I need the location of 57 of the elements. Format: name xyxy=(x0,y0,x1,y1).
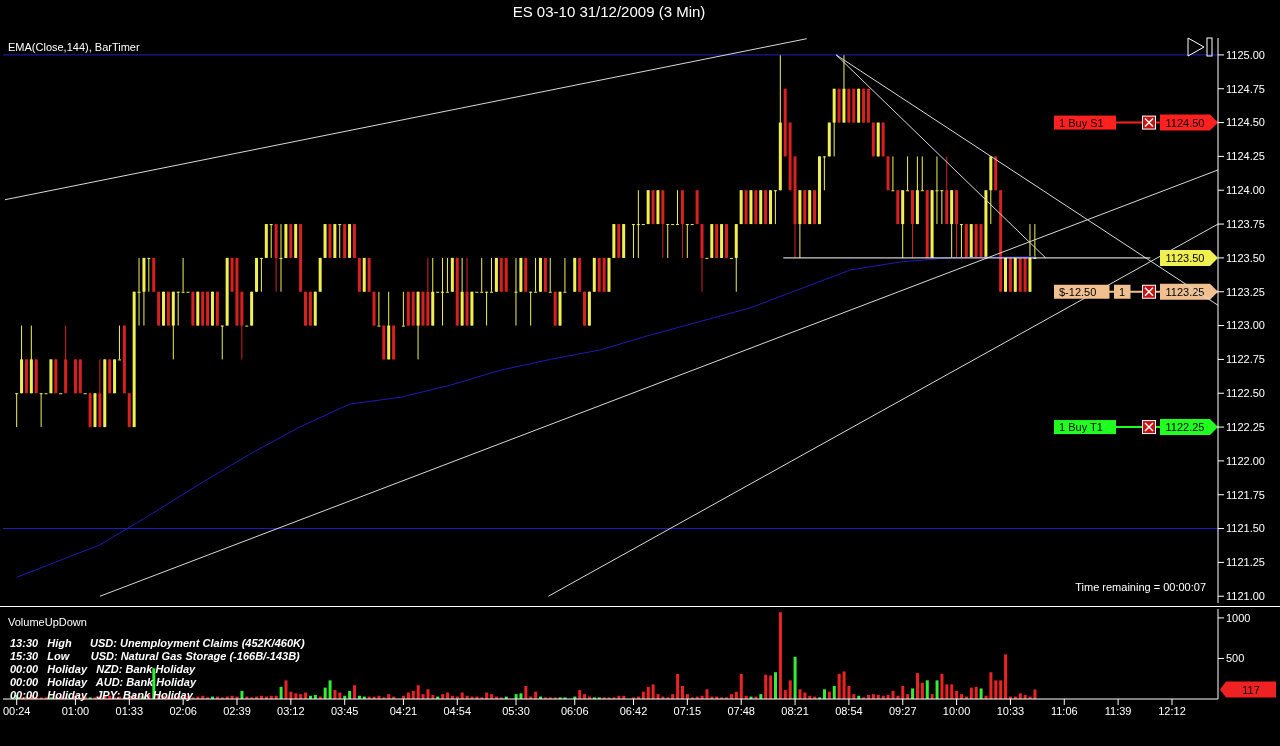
y-tick-label: 1125.00 xyxy=(1226,48,1265,61)
x-tick-label: 03:12 xyxy=(277,704,305,717)
y-tick-label: 1122.75 xyxy=(1226,353,1265,366)
x-tick-label: 06:06 xyxy=(561,704,589,717)
annotation: 15:30 Low USD: Natural Gas Storage (-166B/-143B) xyxy=(10,650,300,662)
y-tick-label: 500 xyxy=(1226,652,1245,665)
annotation: 00:00 Holiday NZD: Bank Holiday xyxy=(10,663,196,675)
x-tick-label: 08:54 xyxy=(835,704,863,717)
x-tick-label: 10:33 xyxy=(996,704,1025,717)
x-tick-label: 07:15 xyxy=(673,704,702,717)
annotation: 13:30 High USD: Unemployment Claims (452K/460K) xyxy=(10,637,305,649)
y-tick-label: 1124.50 xyxy=(1226,116,1265,129)
x-tick-label: 11:06 xyxy=(1050,704,1078,717)
ref-line-label: 1124.50 xyxy=(1165,116,1205,129)
x-tick-label: 01:00 xyxy=(61,704,90,717)
x-tick-label: 03:45 xyxy=(330,704,359,717)
x-tick-label: 02:06 xyxy=(169,704,197,717)
y-tick-label: 1122.25 xyxy=(1226,420,1265,433)
annotation: 1 Buy T1 xyxy=(1059,421,1103,434)
ref-line-label: 1122.25 xyxy=(1165,421,1205,434)
x-tick-label: 02:39 xyxy=(223,704,251,717)
y-tick-label: 1121.50 xyxy=(1226,522,1265,535)
y-tick-label: 1123.25 xyxy=(1226,285,1265,298)
x-tick-label: 12:12 xyxy=(1158,704,1186,717)
y-tick-label: 1121.00 xyxy=(1226,590,1265,603)
y-tick-label: 1122.00 xyxy=(1226,454,1265,467)
y-tick-label: 1123.00 xyxy=(1226,319,1265,332)
y-tick-label: 1123.50 xyxy=(1226,251,1265,264)
y-tick-label: 1121.25 xyxy=(1226,556,1265,569)
annotation: $-12.50 xyxy=(1059,285,1097,298)
x-tick-label: 11:39 xyxy=(1104,704,1132,717)
x-tick-label: 08:21 xyxy=(781,704,809,717)
chart-title: ES 03-10 31/12/2009 (3 Min) xyxy=(511,3,707,20)
ref-line-label: 1123.25 xyxy=(1165,285,1205,298)
x-tick-label: 04:54 xyxy=(443,704,472,717)
x-tick-label: 10:00 xyxy=(942,704,971,717)
y-tick-label: 1122.50 xyxy=(1226,387,1265,400)
annotation: EMA(Close,144), BarTimer xyxy=(8,41,140,53)
text: VolumeUpDown xyxy=(8,616,87,628)
y-tick-label: 1124.25 xyxy=(1226,150,1265,163)
x-tick-label: 09:27 xyxy=(888,704,917,717)
y-tick-label: 1000 xyxy=(1226,611,1251,624)
x-tick-label: 05:30 xyxy=(502,704,530,717)
x-tick-label: 01:33 xyxy=(115,704,144,717)
annotation: 1123.50 xyxy=(1165,251,1205,264)
annotation: 1 xyxy=(1119,285,1126,298)
y-tick-label: 1121.75 xyxy=(1226,488,1265,501)
y-tick-label: 1123.75 xyxy=(1226,217,1265,230)
x-tick-label: 06:42 xyxy=(619,704,648,717)
annotation: 1 Buy S1 xyxy=(1059,116,1104,129)
x-tick-label: 00:24 xyxy=(2,704,31,717)
text: 117 xyxy=(1242,683,1260,696)
y-tick-label: 1124.00 xyxy=(1226,184,1265,197)
y-tick-label: 1124.75 xyxy=(1226,82,1265,95)
annotation: Time remaining = 00:00:07 xyxy=(1075,581,1206,593)
x-tick-label: 04:21 xyxy=(389,704,418,717)
x-tick-label: 07:48 xyxy=(727,704,755,717)
